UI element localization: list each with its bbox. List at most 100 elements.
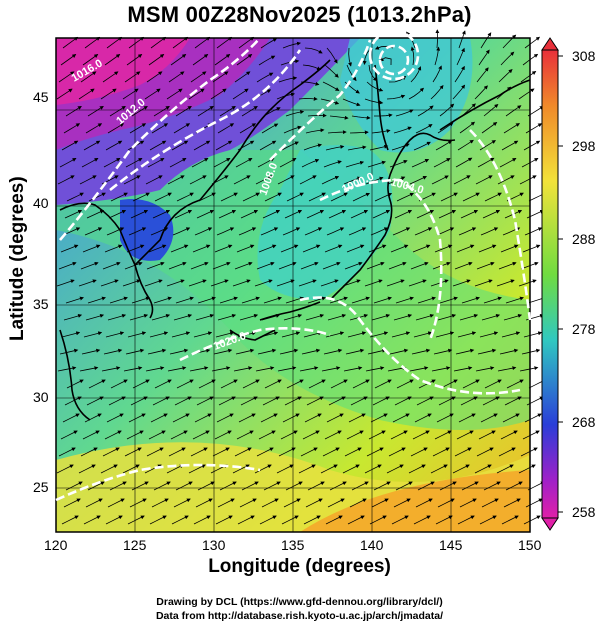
streamline-arrow [345,160,365,168]
streamline-arrow [129,313,149,321]
streamline-arrow [365,366,385,372]
streamline-arrow [217,313,237,321]
streamline-arrow [145,175,163,185]
streamline-arrow [104,244,123,253]
streamline-arrow [84,413,102,423]
streamline-arrow [215,515,233,525]
streamline-arrow [81,348,101,355]
streamline-arrow [124,71,141,83]
colorbar-label-278: 278 [572,321,596,337]
streamline-arrow [328,210,347,219]
streamline-arrow [109,105,126,117]
streamline-arrow [518,464,536,474]
streamline-arrow [476,261,495,270]
y-tick-45: 45 [33,89,49,105]
streamline-arrow [169,158,187,168]
streamline-arrow [218,396,236,406]
streamline-arrow [300,261,319,270]
streamline-arrow [438,396,456,406]
streamline-arrow [168,447,186,457]
streamline-arrow [102,261,121,270]
streamline-arrow [146,71,163,83]
streamline-arrow [61,331,81,338]
streamline-arrow [330,379,348,389]
streamline-arrow [303,331,323,338]
streamline-arrow [241,296,260,304]
streamline-arrow [390,244,409,253]
streamline-arrow [216,227,235,236]
streamline-arrow [372,396,390,406]
streamline-arrow [454,65,465,83]
streamline-arrow [327,130,347,135]
x-tick-125: 125 [123,537,147,553]
streamline-arrow [302,64,322,71]
streamline-arrow [257,348,277,355]
streamline-arrow [171,331,191,338]
streamline-arrow [484,192,502,202]
streamline-arrow [417,105,434,117]
streamline-arrow [210,88,227,100]
streamline-arrow [326,413,344,423]
colorbar-label-288: 288 [572,231,596,247]
colorbar-bottom-arrow [541,517,559,531]
streamline-arrow [148,54,165,66]
streamline-arrow [60,54,77,66]
streamline-arrow [154,192,172,202]
streamline-arrow [345,348,365,355]
streamline-arrow [352,379,370,389]
streamline-arrow [348,227,367,236]
streamline-arrow [240,210,259,219]
streamline-arrow [192,244,211,253]
streamline-arrow [483,296,502,304]
streamline-arrow [255,175,273,185]
streamline-arrow [151,313,171,321]
streamline-arrow [109,296,128,304]
streamline-arrow [150,36,167,49]
map-title: MSM 00Z28Nov2025 (1013.2hPa) [127,2,472,27]
colorbar-label-258: 258 [572,504,596,520]
streamline-arrow [130,396,148,406]
streamline-arrow [440,192,458,202]
streamline-arrow [522,244,541,253]
streamline-arrow [458,30,466,49]
streamline-arrow [100,279,119,287]
streamline-arrow [277,175,295,185]
streamline-arrow [242,192,260,202]
streamline-arrow [474,279,493,287]
streamline-arrow [146,447,164,457]
streamline-arrow [300,81,320,86]
streamline-arrow [282,41,301,49]
streamline-arrow [281,515,299,525]
streamline-arrow [217,498,235,508]
streamline-arrow [278,76,298,83]
streamline-arrow [210,279,229,287]
streamline-arrow [125,158,143,168]
streamline-arrow [410,447,428,457]
streamline-arrow [66,379,84,389]
credit-data: Data from http://database.rish.kyoto-u.a… [155,610,444,622]
streamline-arrow [153,481,171,491]
streamline-arrow [457,139,474,151]
streamline-arrow [149,140,167,151]
streamline-arrow [302,430,320,440]
streamline-arrow [379,57,392,66]
coastlines [59,59,531,421]
streamline-arrow [188,88,205,100]
streamline-arrow [526,396,544,406]
streamline-arrow [320,279,339,287]
streamline-arrow [59,348,79,355]
streamline-arrow [282,413,300,423]
streamline-arrow [56,464,74,474]
streamline-arrow [433,158,451,168]
streamline-arrow [456,244,475,253]
streamline-arrow [460,396,478,406]
streamline-arrow [166,279,185,287]
streamline-arrow [371,313,391,321]
streamline-arrow [132,379,150,389]
streamline-arrow [198,379,216,389]
streamline-arrow [63,313,83,321]
streamline-arrow [351,296,370,304]
streamline-arrow [127,515,145,525]
streamline-arrow [522,53,539,66]
streamline-arrow [327,498,345,508]
